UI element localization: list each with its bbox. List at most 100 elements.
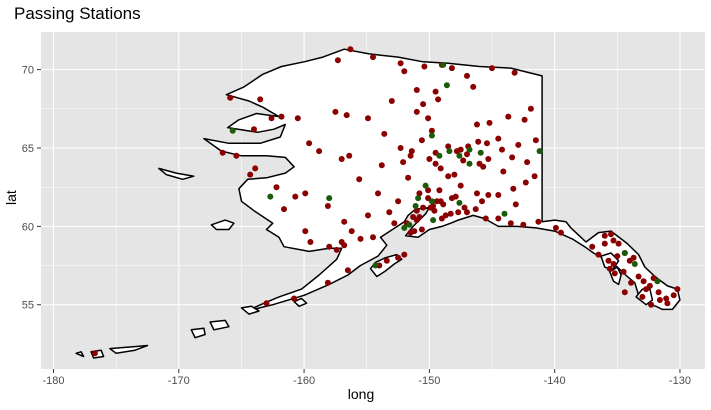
station-point-red xyxy=(273,184,280,191)
station-point-red xyxy=(268,115,275,122)
unimak-island xyxy=(240,305,260,315)
station-point-red xyxy=(505,113,512,120)
station-point-red xyxy=(601,240,608,247)
station-point-red xyxy=(306,140,313,147)
station-point-red xyxy=(474,190,480,197)
station-point-red xyxy=(615,240,622,247)
station-points xyxy=(91,46,681,357)
station-point-red xyxy=(346,152,353,159)
station-point-red xyxy=(440,201,447,208)
x-tick-label: -160 xyxy=(293,375,315,387)
x-axis-label: long xyxy=(347,386,375,402)
station-point-red xyxy=(485,156,492,162)
station-point-red xyxy=(552,224,559,231)
station-point-red xyxy=(495,192,502,198)
station-point-red xyxy=(595,251,602,258)
station-point-red xyxy=(395,254,402,261)
station-point-red xyxy=(405,174,412,181)
y-tick-label: 55 xyxy=(22,300,34,312)
station-point-red xyxy=(437,165,444,172)
station-point-red xyxy=(445,143,452,150)
chart-title: Passing Stations xyxy=(14,4,141,23)
station-point-red xyxy=(316,148,323,155)
station-point-green xyxy=(477,149,484,156)
station-point-green xyxy=(267,193,274,200)
station-point-red xyxy=(457,146,464,153)
station-point-red xyxy=(445,173,452,180)
station-point-green xyxy=(229,127,236,134)
station-point-red xyxy=(470,83,477,90)
station-point-red xyxy=(485,192,492,198)
station-point-red xyxy=(464,151,470,158)
station-point-red xyxy=(302,190,309,197)
x-tick-label: -150 xyxy=(418,375,440,387)
station-point-red xyxy=(460,157,467,164)
unalaska-island xyxy=(209,319,230,331)
station-point-red xyxy=(557,229,564,236)
station-point-red xyxy=(426,156,433,162)
station-point-red xyxy=(397,60,404,67)
station-point-red xyxy=(343,112,350,119)
station-point-red xyxy=(425,115,432,122)
station-point-red xyxy=(338,239,345,245)
station-point-red xyxy=(480,163,487,170)
station-point-red xyxy=(365,212,371,219)
kodiak-island xyxy=(369,253,403,278)
station-point-red xyxy=(334,57,341,64)
station-point-red xyxy=(643,286,650,293)
station-point-red xyxy=(663,295,670,302)
station-point-red xyxy=(400,159,407,166)
station-point-green xyxy=(466,146,473,153)
station-point-green xyxy=(422,182,429,189)
station-point-green xyxy=(372,262,379,269)
station-point-red xyxy=(397,145,404,151)
station-point-red xyxy=(655,289,662,296)
station-point-red xyxy=(589,243,596,250)
station-point-red xyxy=(630,254,637,261)
station-point-red xyxy=(511,69,518,76)
station-point-green xyxy=(443,82,450,89)
station-point-red xyxy=(281,206,287,213)
station-point-red xyxy=(640,278,647,285)
station-point-green xyxy=(456,199,463,206)
station-point-red xyxy=(233,152,240,159)
station-point-red xyxy=(486,119,493,126)
station-point-red xyxy=(435,96,442,103)
station-point-red xyxy=(401,68,408,75)
station-point-red xyxy=(499,146,505,153)
station-point-red xyxy=(370,54,376,61)
station-point-red xyxy=(416,214,423,220)
station-point-red xyxy=(605,257,612,264)
x-tick-label: -130 xyxy=(669,375,691,387)
station-point-red xyxy=(413,87,420,93)
station-point-red xyxy=(448,195,455,202)
station-point-red xyxy=(430,203,437,209)
station-point-red xyxy=(413,108,420,115)
station-point-red xyxy=(333,246,340,253)
station-point-red xyxy=(610,261,617,267)
station-point-red xyxy=(535,218,542,225)
station-point-red xyxy=(386,209,393,216)
station-point-red xyxy=(451,171,458,178)
station-point-red xyxy=(418,137,425,144)
station-point-red xyxy=(521,116,528,123)
station-point-red xyxy=(474,121,480,128)
station-point-green xyxy=(436,152,443,159)
station-point-red xyxy=(263,300,270,307)
station-point-green xyxy=(415,195,422,202)
station-point-red xyxy=(472,206,479,213)
station-point-red xyxy=(370,234,376,241)
station-point-red xyxy=(620,268,627,275)
station-point-red xyxy=(515,141,522,148)
station-point-red xyxy=(635,273,642,280)
station-point-red xyxy=(401,251,408,258)
station-point-green xyxy=(446,148,453,155)
station-point-red xyxy=(302,228,309,235)
station-point-red xyxy=(510,185,517,192)
station-point-red xyxy=(428,127,435,134)
station-point-green xyxy=(621,250,628,256)
station-point-red xyxy=(479,198,485,205)
station-point-red xyxy=(524,159,531,166)
station-point-red xyxy=(621,289,628,296)
station-point-red xyxy=(407,152,414,159)
